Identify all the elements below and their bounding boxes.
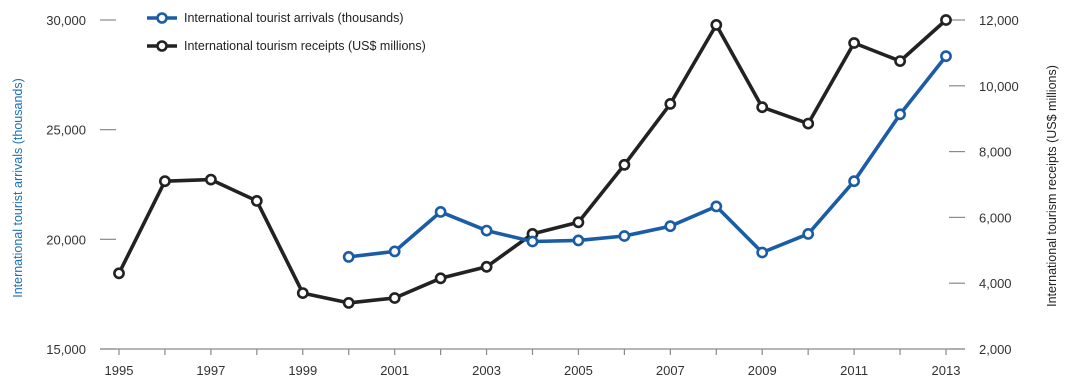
series-line-arrivals [348, 55, 948, 259]
data-point-receipts [342, 296, 355, 309]
y-left-tick-label: 15,000 [46, 342, 86, 357]
series-arrivals [342, 50, 952, 263]
x-tick-label: 2011 [840, 363, 868, 378]
x-tick-label: 1999 [288, 363, 317, 378]
x-tick-label: 2003 [472, 363, 501, 378]
data-point-receipts [664, 98, 677, 110]
y-right-tick-label: 12,000 [979, 13, 1019, 28]
data-point-receipts [204, 173, 217, 186]
data-point-arrivals [894, 108, 906, 121]
data-point-arrivals [526, 235, 539, 248]
data-point-receipts [158, 175, 171, 188]
data-point-arrivals [756, 246, 769, 259]
legend-entry-receipts: International tourism receipts (US$ mill… [147, 39, 426, 53]
data-point-arrivals [480, 224, 493, 237]
data-point-receipts [250, 194, 263, 207]
data-point-receipts [113, 267, 125, 280]
x-tick-label: 1997 [196, 363, 225, 378]
legend: International tourist arrivals (thousand… [147, 11, 426, 53]
series-receipts [113, 14, 952, 309]
legend-label-receipts: International tourism receipts (US$ mill… [184, 39, 426, 53]
legend-label-arrivals: International tourist arrivals (thousand… [184, 11, 404, 25]
data-point-receipts [710, 18, 723, 31]
y-right-tick-label: 2,000 [979, 342, 1012, 357]
y-right-tick-label: 6,000 [979, 210, 1012, 225]
data-point-arrivals [848, 175, 860, 188]
x-tick-label: 2013 [932, 363, 961, 378]
y-left-tick-label: 25,000 [46, 123, 86, 138]
x-tick-label: 2009 [748, 363, 777, 378]
axes-layer: 1995 1997 1999 2001 2003 2005 2007 2009 2011 2013… [46, 13, 1019, 378]
data-point-receipts [756, 101, 769, 114]
data-point-arrivals [664, 220, 677, 233]
data-point-receipts [572, 216, 585, 229]
data-point-receipts [618, 158, 631, 171]
data-point-receipts [894, 55, 906, 67]
data-point-receipts [848, 37, 860, 49]
series-line-receipts [117, 18, 948, 305]
legend-marker-receipts [156, 40, 168, 52]
y-right-tick-label: 10,000 [979, 79, 1019, 94]
y-left-tick-label: 30,000 [46, 13, 86, 28]
data-point-arrivals [434, 205, 447, 218]
data-point-receipts [802, 117, 815, 130]
y-right-tick-label: 8,000 [979, 145, 1012, 160]
data-point-receipts [296, 287, 309, 299]
data-point-arrivals [618, 230, 631, 242]
series-layer [113, 14, 952, 309]
x-tick-label: 1995 [105, 363, 134, 378]
data-point-arrivals [802, 227, 815, 240]
data-point-arrivals [572, 234, 585, 247]
data-point-arrivals [940, 50, 952, 63]
data-point-receipts [388, 292, 401, 304]
legend-entry-arrivals: International tourist arrivals (thousand… [147, 11, 404, 25]
data-point-arrivals [710, 200, 723, 213]
right-axis-title: International tourism receipts (US$ mill… [1045, 65, 1059, 307]
data-point-receipts [480, 260, 493, 273]
x-tick-label: 2001 [380, 363, 409, 378]
left-axis-title: International tourist arrivals (thousand… [11, 78, 25, 298]
x-tick-label: 2005 [564, 363, 593, 378]
y-left-tick-label: 20,000 [46, 232, 86, 247]
data-point-arrivals [388, 245, 401, 258]
data-point-arrivals [342, 250, 355, 263]
data-point-receipts [940, 14, 952, 26]
data-point-receipts [434, 272, 447, 285]
y-right-tick-label: 4,000 [979, 276, 1012, 291]
x-tick-label: 2007 [656, 363, 685, 378]
legend-marker-arrivals [156, 12, 168, 24]
